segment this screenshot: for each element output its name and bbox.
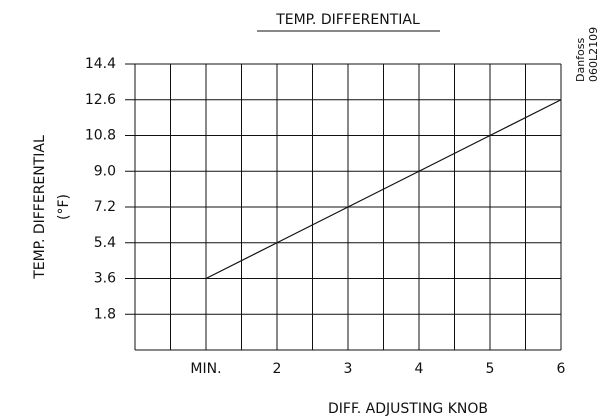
data-line — [205, 99, 562, 280]
y-tick-label: 3.6 — [94, 271, 116, 287]
y-axis-label: TEMP. DIFFERENTIAL — [32, 135, 48, 280]
y-axis-label: (°F) — [56, 194, 72, 220]
chart-title: TEMP. DIFFERENTIAL — [275, 12, 420, 28]
y-tick-label: 7.2 — [94, 199, 116, 215]
y-tick-label: 9.0 — [94, 163, 116, 179]
note: Danfoss — [574, 37, 587, 82]
note: 060L2109 — [587, 27, 600, 82]
x-tick-label: 2 — [273, 361, 282, 377]
y-tick-label: 12.6 — [85, 92, 116, 108]
y-tick-label: 14.4 — [85, 56, 116, 72]
x-tick-label: 5 — [486, 361, 495, 377]
y-tick-label: 10.8 — [85, 128, 116, 144]
y-tick-label: 1.8 — [94, 306, 116, 322]
x-tick-label: 4 — [415, 361, 424, 377]
x-tick-label: 3 — [344, 361, 353, 377]
x-tick-label: 6 — [557, 361, 566, 377]
x-axis-label: DIFF. ADJUSTING KNOB — [328, 401, 488, 417]
y-tick-label: 5.4 — [94, 235, 116, 251]
x-tick-label: MIN. — [190, 361, 221, 377]
